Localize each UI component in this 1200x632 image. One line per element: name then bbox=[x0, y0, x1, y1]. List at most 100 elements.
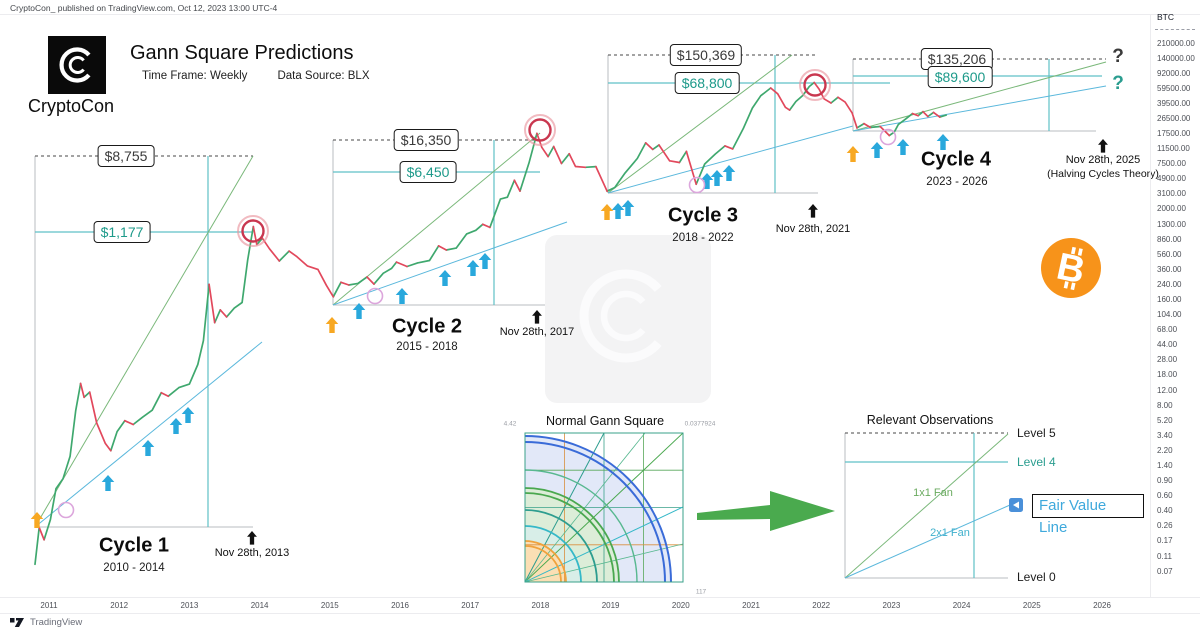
cycle-3-overlay bbox=[607, 54, 890, 194]
price-tag-cycle4-fair: $89,600 bbox=[927, 66, 993, 88]
cycle4-range: 2023 - 2026 bbox=[926, 176, 988, 188]
year-tick: 2018 bbox=[531, 601, 550, 610]
cycle-top-outer-ring bbox=[237, 215, 269, 247]
cycle3-range: 2018 - 2022 bbox=[672, 232, 734, 244]
price-tick: 860.00 bbox=[1157, 234, 1182, 244]
price-tick: 3.40 bbox=[1157, 430, 1173, 440]
year-tick: 2014 bbox=[250, 601, 269, 610]
price-tick: 0.40 bbox=[1157, 506, 1173, 516]
year-tick: 2025 bbox=[1022, 601, 1041, 610]
tradingview-brand-label: TradingView bbox=[30, 616, 83, 628]
bitcoin-logo-icon: B bbox=[1041, 238, 1101, 298]
axis-symbol-label: BTC bbox=[1157, 12, 1174, 22]
year-tick: 2016 bbox=[391, 601, 409, 610]
price-tick: 0.26 bbox=[1157, 521, 1173, 531]
price-tag-cycle3-fair: $68,800 bbox=[674, 72, 740, 94]
time-axis-border bbox=[0, 597, 1200, 598]
year-tick: 2024 bbox=[952, 601, 971, 610]
blue-up-arrow-icon bbox=[896, 139, 910, 155]
price-tick: 12.00 bbox=[1157, 385, 1178, 395]
cycle1-range: 2010 - 2014 bbox=[103, 562, 165, 574]
year-tick: 2021 bbox=[742, 601, 760, 610]
blue-up-arrow-icon bbox=[611, 203, 625, 219]
gann-square-inset bbox=[524, 432, 684, 583]
blue-up-arrow-icon bbox=[478, 253, 492, 269]
fair-value-pointer-icon bbox=[1009, 498, 1023, 512]
cycle4-date: Nov 28th, 2025 bbox=[1065, 154, 1141, 166]
blue-up-arrow-icon bbox=[710, 170, 724, 186]
dip-circle bbox=[57, 501, 75, 519]
price-tag-cycle3-high: $150,369 bbox=[669, 44, 743, 66]
top-divider bbox=[0, 14, 1200, 15]
dip-circle bbox=[688, 176, 706, 194]
price-tick: 92000.00 bbox=[1157, 68, 1191, 78]
gann-corner-top-left: 4.42 bbox=[503, 420, 517, 428]
price-line bbox=[34, 81, 948, 566]
year-tick: 2026 bbox=[1093, 601, 1111, 610]
observations-title: Relevant Observations bbox=[866, 413, 994, 427]
source-label: Data Source: BLX bbox=[277, 70, 370, 82]
price-tick: 360.00 bbox=[1157, 264, 1182, 274]
price-tick: 0.60 bbox=[1157, 491, 1173, 501]
price-tag-cycle2-fair: $6,450 bbox=[399, 161, 457, 183]
blue-up-arrow-icon bbox=[700, 173, 714, 189]
attribution-text: CryptoCon_ published on TradingView.com,… bbox=[10, 3, 278, 13]
price-tick: 0.90 bbox=[1157, 476, 1173, 486]
price-tick: 240.00 bbox=[1157, 279, 1182, 289]
blue-up-arrow-icon bbox=[466, 260, 480, 276]
blue-up-arrow-icon bbox=[169, 418, 183, 434]
price-tag-cycle2-high: $16,350 bbox=[393, 129, 459, 151]
cycle-top-outer-ring bbox=[799, 69, 831, 101]
cycle-top-circle bbox=[528, 118, 552, 142]
cycle3-name: Cycle 3 bbox=[667, 204, 739, 227]
axis-dashed-separator bbox=[1155, 29, 1195, 30]
price-tick: 1300.00 bbox=[1157, 219, 1186, 229]
cryptocon-logo-icon bbox=[48, 36, 106, 94]
fair-value-line-label: Fair Value Line bbox=[1032, 494, 1144, 536]
dip-circle bbox=[366, 287, 384, 305]
footer-border bbox=[0, 613, 1200, 614]
price-tick: 560.00 bbox=[1157, 249, 1182, 259]
blue-up-arrow-icon bbox=[870, 142, 884, 158]
chart-annotations bbox=[30, 69, 950, 528]
level4-label: Level 4 bbox=[1017, 455, 1056, 469]
price-series bbox=[34, 81, 948, 566]
cycle-2-overlay bbox=[332, 132, 568, 306]
blue-up-arrow-icon bbox=[141, 440, 155, 456]
price-tick: 44.00 bbox=[1157, 340, 1178, 350]
price-tag-cycle4-high: $135,206 bbox=[920, 48, 994, 70]
dip-circle bbox=[879, 128, 897, 146]
observations-inset bbox=[844, 432, 1023, 579]
price-tick: 160.00 bbox=[1157, 295, 1182, 305]
cycle2-date: Nov 28th, 2017 bbox=[499, 326, 575, 338]
price-tick: 210000.00 bbox=[1157, 38, 1195, 48]
level5-label: Level 5 bbox=[1017, 426, 1056, 440]
cycle-top-circle bbox=[241, 219, 265, 243]
price-tick: 104.00 bbox=[1157, 310, 1182, 320]
year-tick: 2013 bbox=[180, 601, 199, 610]
green-arrow-icon bbox=[697, 491, 835, 531]
cycle-1-overlay bbox=[34, 155, 263, 528]
fan-1x1-label: 1x1 Fan bbox=[913, 487, 953, 499]
price-tick: 1.40 bbox=[1157, 461, 1173, 471]
yellow-up-arrow-icon bbox=[846, 146, 860, 162]
cycle4-date-note: (Halving Cycles Theory) bbox=[1047, 168, 1159, 180]
brand-name: CryptoCon bbox=[28, 96, 115, 116]
cycle3-date: Nov 28th, 2021 bbox=[775, 223, 851, 235]
cycle4-name: Cycle 4 bbox=[920, 148, 992, 171]
cycle4-high-question: ? bbox=[1112, 46, 1124, 67]
price-tick: 39500.00 bbox=[1157, 98, 1191, 108]
page-title: Gann Square Predictions bbox=[130, 42, 354, 64]
cycle-top-outer-ring bbox=[524, 114, 556, 146]
price-tick: 26500.00 bbox=[1157, 113, 1191, 123]
year-tick: 2015 bbox=[320, 601, 339, 610]
price-tick: 0.07 bbox=[1157, 566, 1173, 576]
yellow-up-arrow-icon bbox=[30, 512, 44, 528]
level0-label: Level 0 bbox=[1017, 570, 1056, 584]
cycle2-range: 2015 - 2018 bbox=[396, 341, 458, 353]
price-tick: 4900.00 bbox=[1157, 174, 1186, 184]
cycle1-date: Nov 28th, 2013 bbox=[214, 547, 290, 559]
cycle4-fair-question: ? bbox=[1112, 73, 1124, 94]
